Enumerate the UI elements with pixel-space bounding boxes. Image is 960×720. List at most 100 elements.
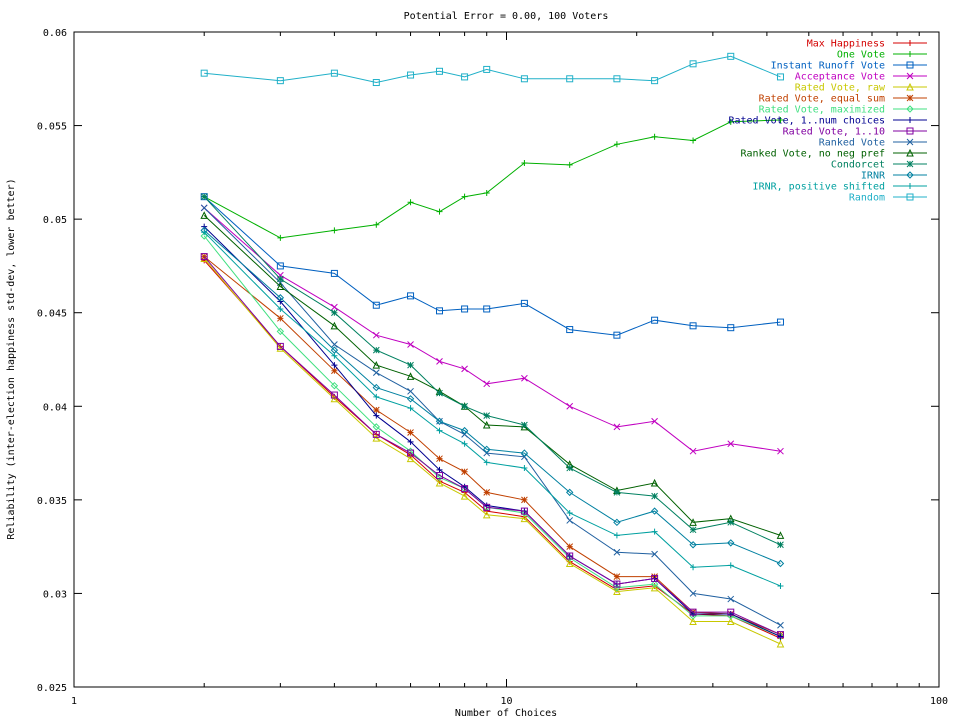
data-point [372, 79, 380, 87]
series-line [203, 207, 781, 452]
data-point [483, 445, 491, 454]
data-point [436, 307, 444, 315]
series-group [200, 226, 785, 568]
y-tick-label: 0.04 [43, 402, 67, 413]
data-point [435, 478, 444, 487]
data-point [689, 526, 697, 534]
data-point [613, 489, 621, 496]
legend-label: IRNR, positive shifted [753, 182, 885, 193]
data-point [483, 305, 491, 313]
data-point [330, 69, 338, 77]
data-point [483, 503, 491, 511]
legend-marker [907, 117, 913, 123]
data-point [460, 426, 469, 435]
series-line [203, 259, 781, 639]
series-line [203, 235, 781, 637]
data-point [613, 75, 621, 83]
data-point [330, 321, 339, 330]
data-point [461, 440, 468, 447]
y-tick-label: 0.03 [43, 589, 67, 600]
axes-layer: 0.025 0.03 0.035 0.04 0.045 0.05 0.055 0.06 1 10 1… [37, 28, 948, 707]
data-point [776, 73, 784, 81]
data-point [777, 582, 784, 589]
data-point [482, 510, 491, 519]
data-point [406, 454, 415, 463]
data-point [201, 229, 208, 236]
data-point [372, 383, 381, 392]
data-point [651, 316, 659, 324]
data-point [277, 234, 284, 241]
data-point [689, 447, 697, 455]
data-point [613, 548, 621, 556]
data-point [276, 342, 284, 350]
data-point [331, 303, 338, 311]
data-point [373, 412, 380, 419]
data-point [200, 211, 209, 219]
data-point [613, 587, 621, 596]
x-axis-label: Number of Choices [455, 708, 557, 719]
data-point [483, 65, 491, 73]
data-point [613, 141, 620, 148]
data-point [461, 402, 468, 410]
data-point [777, 447, 784, 455]
data-point [776, 531, 785, 539]
series-group [200, 211, 785, 539]
data-point [776, 559, 785, 568]
series-layer [200, 52, 785, 648]
series-group [201, 257, 784, 642]
data-point [407, 387, 414, 395]
data-point [373, 393, 380, 400]
data-point [407, 199, 414, 206]
legend-label: Rated Vote, equal sum [759, 94, 885, 105]
legend-marker [906, 72, 914, 80]
series-group [200, 193, 784, 339]
data-point [461, 305, 469, 313]
data-point [331, 309, 338, 317]
series-group [200, 193, 784, 549]
legend-label: Rated Vote, 1..num choices [728, 116, 885, 127]
legend-marker [906, 193, 914, 201]
data-point [689, 322, 697, 330]
data-point [613, 518, 621, 527]
data-point [276, 327, 285, 336]
data-point [689, 608, 697, 616]
data-point [372, 360, 381, 369]
data-point [372, 433, 381, 442]
data-point [521, 421, 528, 429]
data-point [726, 617, 735, 625]
data-point [565, 559, 574, 567]
data-point [566, 517, 574, 524]
data-point [331, 362, 338, 369]
data-point [727, 118, 734, 125]
legend-marker [906, 105, 914, 113]
data-point [727, 562, 734, 569]
data-point [651, 528, 658, 535]
data-point [651, 77, 659, 85]
data-point [436, 466, 443, 473]
data-point [566, 543, 574, 550]
series-line [203, 230, 781, 564]
x-tick-label: 100 [930, 696, 948, 707]
legend-marker [906, 61, 914, 69]
data-point [331, 341, 338, 348]
data-point [436, 455, 443, 463]
data-point [407, 449, 415, 457]
data-point [373, 221, 380, 228]
data-point [566, 464, 574, 472]
data-point [200, 193, 208, 201]
data-point [689, 541, 697, 549]
legend-label: IRNR [861, 171, 886, 182]
y-tick-label: 0.045 [37, 309, 67, 320]
data-point [435, 417, 444, 425]
data-point [436, 427, 443, 434]
legend-marker [906, 148, 914, 157]
legend-label: Random [849, 193, 885, 204]
series-line [204, 55, 781, 84]
data-point [276, 262, 284, 270]
data-point [650, 580, 659, 588]
data-point [521, 160, 528, 166]
legend-label: Condorcet [831, 160, 885, 171]
series-group [200, 253, 784, 639]
y-tick-label: 0.055 [37, 122, 67, 133]
